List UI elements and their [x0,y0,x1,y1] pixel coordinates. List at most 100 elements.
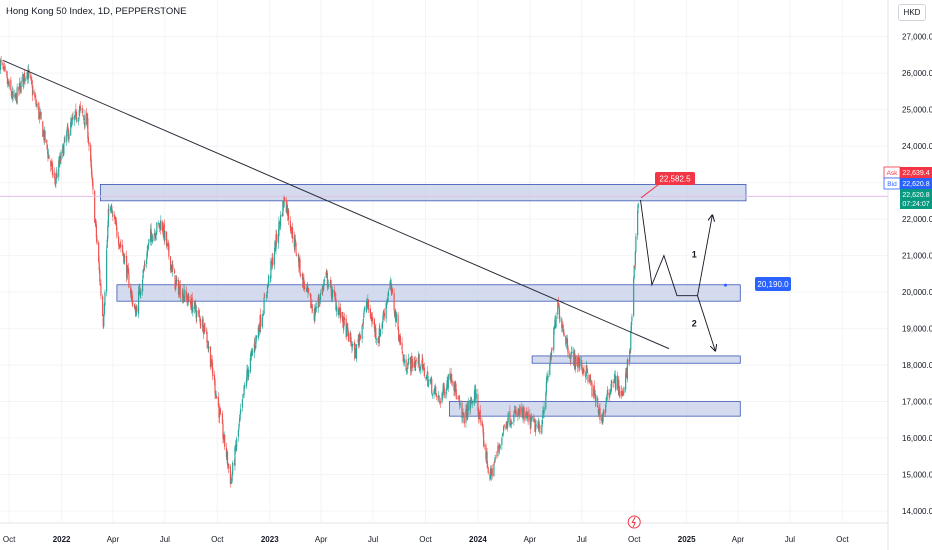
candle-body [132,302,134,304]
candle-body [483,432,485,447]
candle-body [82,108,84,114]
candle-body [212,367,214,377]
candle-body [143,266,145,268]
x-tick-label: Apr [732,535,745,544]
candle-body [215,394,217,398]
candle-body [351,343,354,347]
candle-body [607,391,609,396]
candle-body [486,451,488,464]
candle-body [599,408,601,420]
candle-body [351,347,353,349]
candle-body [515,410,517,416]
candle-body [570,352,573,354]
candle-body [283,196,285,207]
candle-body [398,329,400,341]
candle-body [282,201,284,217]
candle-body [438,395,440,401]
candle-body [633,277,635,316]
y-tick-label: 15,000.0 [902,471,932,480]
candle-body [206,331,208,344]
candle-body [581,360,583,369]
candle-body [257,327,259,338]
candle-body [409,358,411,360]
candle-body [154,233,156,238]
x-tick-label: Jul [160,535,170,544]
candle-body [276,233,278,242]
candle-body [487,464,489,468]
candle-body [63,143,65,155]
candle-body [334,297,336,299]
candle-body [100,284,102,296]
candle-body [16,87,18,105]
candle-body [590,381,592,383]
currency-button[interactable]: HKD [898,4,926,21]
candle-body [46,144,48,151]
candle-body [75,109,77,110]
candle-body [343,317,346,321]
candle-body [565,337,567,344]
candle-body [222,423,224,439]
y-tick-label: 17,000.0 [902,398,932,407]
candle-body [597,409,599,413]
candle-body [107,225,109,239]
candle-body [586,369,589,374]
x-tick-label: Apr [107,535,120,544]
candle-body [557,302,559,308]
candle-body [393,293,395,311]
candle-body [526,415,528,418]
descending-trendline [2,59,670,350]
candle-body [226,451,229,466]
candle-body [387,298,389,301]
scenario-2-label: 2 [692,319,697,329]
candle-body [2,67,5,69]
candle-body [250,350,253,356]
x-tick-label: Apr [315,535,328,544]
candle-body [4,66,6,71]
candle-body [461,416,464,418]
candle-body [38,113,40,120]
candle-body [20,80,22,93]
candle-body [627,359,629,363]
candle-body [256,335,258,338]
candle-body [133,304,136,309]
candle-body [58,160,60,177]
candle-body [327,285,329,288]
candle-body [51,162,53,164]
candle-body [359,333,361,337]
candle-body [202,318,204,333]
candle-body [575,356,577,366]
drawing-lines [0,59,888,350]
candle-body [208,346,210,349]
candle-body [186,296,188,303]
candle-body [462,412,464,415]
candle-body [140,290,142,295]
x-tick-label: 2022 [53,535,71,544]
candle-body [273,253,275,265]
candle-body [475,393,477,400]
candle-body [567,347,569,355]
candle-body [323,279,326,282]
candle-body [342,312,344,323]
candle-body [152,235,154,242]
candle-body [583,369,585,373]
candle-body [131,290,133,295]
candle-body [55,180,57,184]
candle-body [551,348,553,350]
y-tick-label: 25,000.0 [902,106,932,115]
candle-body [114,218,116,225]
candle-body [255,335,257,344]
candle-body [83,117,85,121]
candle-body [248,369,250,378]
candle-body [136,306,138,312]
candle-body [501,438,503,445]
candle-body [593,385,595,394]
candle-body [566,338,569,349]
candle-body [591,382,593,397]
candle-body [350,341,352,347]
candle-body [493,463,495,477]
candle-body [418,354,420,367]
candle-body [272,257,274,266]
price-zone [116,284,741,302]
